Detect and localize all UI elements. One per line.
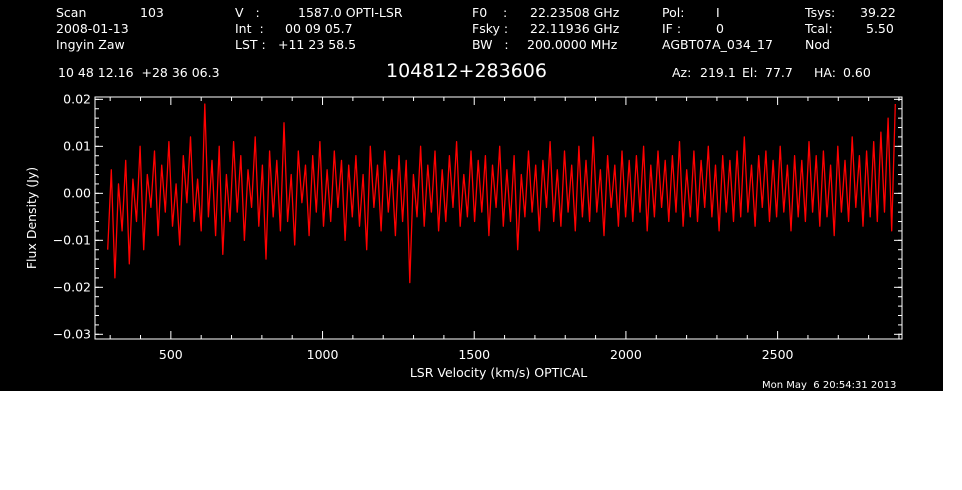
- int-label: Int :: [235, 21, 264, 36]
- if-value: 0: [716, 21, 724, 36]
- fsky-label: Fsky :: [472, 21, 509, 36]
- y-tick-label: 0.02: [63, 91, 91, 106]
- tcal-value: 5.50: [866, 21, 894, 36]
- y-tick-label: −0.02: [53, 279, 91, 294]
- x-tick-label: 2000: [610, 347, 642, 362]
- y-tick-label: 0.01: [63, 138, 91, 153]
- source-name: 104812+283606: [386, 60, 547, 82]
- spectrum-series-line: [107, 103, 896, 284]
- scan-label: Scan: [56, 5, 87, 20]
- pol-value: I: [716, 5, 720, 20]
- scan-value: 103: [140, 5, 164, 20]
- x-tick-label: 1500: [458, 347, 490, 362]
- f0-label: F0 :: [472, 5, 508, 20]
- bw-label: BW :: [472, 37, 509, 52]
- ha-label: HA:: [814, 65, 836, 80]
- x-tick-label: 2500: [762, 347, 794, 362]
- velocity-value: 1587.0 OPTI-LSR: [298, 5, 403, 20]
- el-value: 77.7: [765, 65, 793, 80]
- source-coordinates: 10 48 12.16 +28 36 06.3: [58, 65, 220, 80]
- project-id: AGBT07A_034_17: [662, 37, 773, 52]
- y-tick-label: −0.01: [53, 232, 91, 247]
- observing-mode: Nod: [805, 37, 830, 52]
- lst-value: +11 23 58.5: [278, 37, 357, 52]
- x-tick-label: 500: [159, 347, 183, 362]
- if-label: IF :: [662, 21, 682, 36]
- x-tick-label: 1000: [307, 347, 339, 362]
- tsys-value: 39.22: [860, 5, 896, 20]
- plot-frame: [94, 96, 903, 340]
- ha-value: 0.60: [843, 65, 871, 80]
- fsky-value: 22.11936 GHz: [530, 21, 620, 36]
- az-value: 219.1: [700, 65, 736, 80]
- az-label: Az:: [672, 65, 692, 80]
- velocity-label: V :: [235, 5, 260, 20]
- tcal-label: Tcal:: [805, 21, 833, 36]
- spectrum-plot: 500 1000 1500 2000 2500 0.02 0.01 0.00 −0.01 −0.0…: [24, 91, 903, 380]
- spectrum-panel: Scan 103 2008-01-13 Ingyin Zaw V : 1587.…: [0, 0, 943, 391]
- tsys-label: Tsys:: [805, 5, 836, 20]
- bw-value: 200.0000 MHz: [527, 37, 618, 52]
- int-value: 00 09 05.7: [285, 21, 353, 36]
- f0-value: 22.23508 GHz: [530, 5, 620, 20]
- x-axis-label: LSR Velocity (km/s) OPTICAL: [410, 365, 587, 380]
- y-tick-label: −0.03: [53, 326, 91, 341]
- observer: Ingyin Zaw: [56, 37, 125, 52]
- date: 2008-01-13: [56, 21, 129, 36]
- pol-label: Pol:: [662, 5, 685, 20]
- lst-label: LST :: [235, 37, 266, 52]
- timestamp: Mon May 6 20:54:31 2013: [762, 380, 897, 391]
- y-axis-label: Flux Density (Jy): [24, 167, 39, 269]
- y-tick-label: 0.00: [63, 185, 91, 200]
- el-label: El:: [742, 65, 758, 80]
